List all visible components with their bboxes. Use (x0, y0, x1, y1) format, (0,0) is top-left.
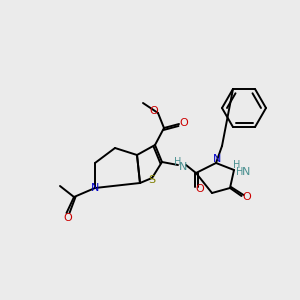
Text: N: N (213, 154, 221, 164)
Text: N: N (179, 162, 187, 172)
Text: H: H (236, 167, 244, 177)
Text: N: N (91, 183, 99, 193)
Text: N: N (242, 167, 250, 177)
Text: O: O (180, 118, 188, 128)
Text: O: O (150, 106, 158, 116)
Text: H: H (174, 157, 182, 167)
Text: O: O (243, 192, 251, 202)
Text: S: S (148, 175, 156, 185)
Text: H: H (233, 160, 241, 170)
Text: O: O (64, 213, 72, 223)
Text: O: O (196, 184, 204, 194)
